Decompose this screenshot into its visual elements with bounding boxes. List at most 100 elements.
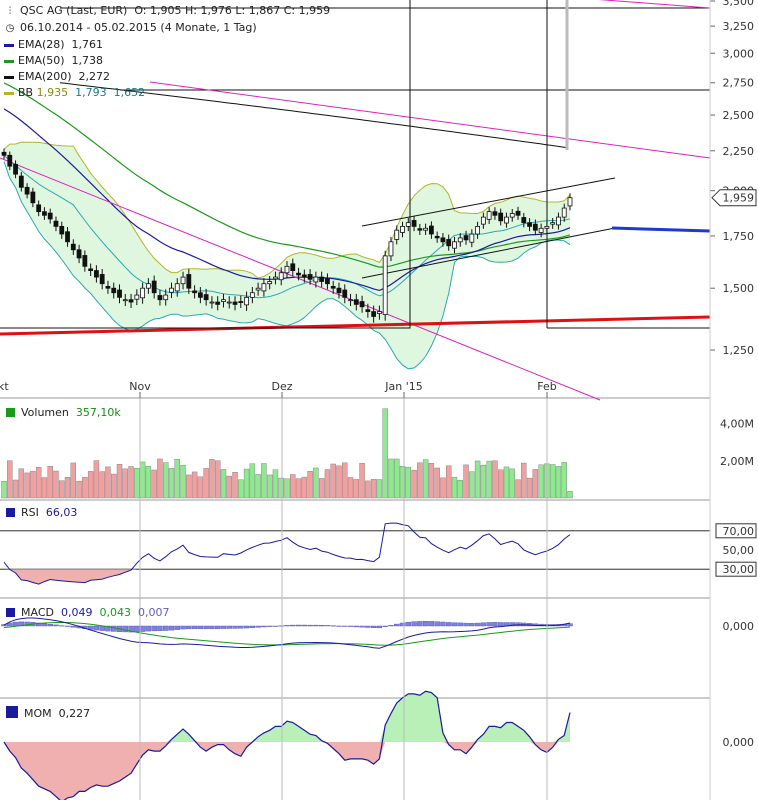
rsi-level-tag [715, 523, 757, 539]
volume-bar [469, 471, 475, 499]
macd-hist-bar [394, 623, 400, 627]
macd-hist-bar [307, 624, 313, 627]
candle-body [273, 276, 278, 280]
candle-body [486, 211, 492, 220]
macd-hist-bar [214, 625, 221, 629]
x-tick-label: Nov [129, 380, 151, 393]
candle-body [215, 301, 221, 305]
macd-hist-bar [567, 623, 573, 627]
price-tick-label: 2,750 [723, 77, 755, 90]
rsi-tick-label: 50,00 [723, 544, 755, 557]
volume-bar [255, 474, 261, 499]
candle-body [423, 227, 429, 231]
bb-swatch [4, 91, 14, 95]
candle-body [24, 186, 30, 195]
chart-title: QSC AG (Last, EUR) [20, 4, 128, 17]
macd-hist-bar [70, 625, 77, 628]
candle-body [388, 241, 394, 257]
macd-hist-bar [226, 625, 232, 629]
macd-hist-bar [411, 621, 417, 627]
macd-hist-bar [41, 623, 48, 627]
volume-bar [428, 462, 435, 499]
volume-bar [422, 459, 429, 499]
volume-bar [249, 463, 256, 499]
macd-signal-value: 0,043 [99, 606, 131, 619]
volume-bar [434, 467, 440, 499]
candle-body [53, 220, 59, 227]
volume-bar [70, 462, 77, 499]
candle-body [128, 299, 134, 303]
macd-hist-bar [428, 621, 435, 627]
mom-value: 0,227 [58, 707, 91, 720]
volume-bar [318, 478, 325, 499]
volume-bar [497, 469, 504, 499]
volume-bar [186, 474, 192, 499]
candle-body [174, 283, 180, 292]
candle-body [232, 301, 238, 305]
macd-hist-bar [515, 622, 521, 627]
candle-body [7, 154, 13, 167]
macd-hist-bar [209, 625, 215, 629]
volume-bar [168, 468, 175, 499]
macd-hist-bar [87, 625, 94, 630]
macd-hist-bar [7, 622, 13, 627]
ema50-value: 1,738 [71, 54, 104, 67]
ema200-value: 2,272 [78, 70, 111, 83]
volume-swatch [6, 408, 15, 417]
macd-signal-line [3, 621, 571, 646]
macd-hist-bar [440, 621, 446, 627]
macd-hist-bar [474, 622, 481, 627]
volume-bar [480, 464, 487, 499]
macd-hist-value: 0,007 [137, 606, 170, 619]
volume-bar [295, 478, 302, 499]
volume-bar [220, 469, 227, 499]
candle-body [192, 290, 197, 294]
legend-ema50[interactable]: EMA(50) 1,738 [4, 53, 330, 69]
macd-hist-bar [417, 621, 423, 627]
candle-body [504, 216, 509, 224]
volume-bar [417, 462, 423, 499]
candle-body [94, 270, 99, 278]
candle-body [105, 285, 111, 289]
macd-hist-bar [370, 625, 377, 628]
legend-ema200[interactable]: EMA(200) 2,272 [4, 69, 330, 85]
candle-body [515, 210, 521, 216]
candle-body [249, 292, 255, 298]
volume-bar [53, 470, 59, 499]
ema200-swatch [4, 75, 14, 79]
macd-hist-bar [243, 625, 250, 629]
macd-hist-bar [382, 625, 388, 627]
volume-bar [463, 464, 469, 499]
price-tick-label: 1,750 [723, 230, 755, 243]
mom-legend: MOM 0,227 [6, 706, 90, 720]
rsi-value: 66,03 [45, 506, 78, 519]
volume-bar [272, 469, 279, 499]
bollinger-band-fill [4, 142, 570, 369]
ohlc-readout: O: 1,905 H: 1,976 L: 1,867 C: 1,959 [134, 4, 331, 17]
candle-body [307, 274, 313, 280]
legend-bb[interactable]: BB 1,935 1,793 1,652 [4, 85, 330, 101]
bb-label: BB [18, 86, 34, 99]
macd-panel [0, 617, 710, 699]
ema50-label: EMA(50) [18, 54, 65, 67]
volume-bar [411, 470, 417, 499]
macd-hist-bar [151, 625, 157, 632]
rsi-tick-label: 30,00 [723, 563, 755, 576]
volume-bar [353, 479, 360, 499]
macd-hist-bar [145, 625, 152, 632]
candle-body [140, 287, 146, 299]
candle-body [301, 274, 307, 278]
volume-bar [301, 476, 308, 499]
macd-hist-bar [336, 625, 342, 627]
title-row: ⫶ QSC AG (Last, EUR) O: 1,905 H: 1,976 L:… [4, 3, 330, 20]
macd-hist-bar [238, 625, 244, 629]
candle-body [145, 283, 151, 289]
candle-body [353, 299, 359, 305]
candle-body [342, 289, 348, 298]
volume-bar [446, 465, 452, 499]
candle-body [492, 211, 498, 216]
macd-hist-bar [509, 622, 515, 627]
volume-bar [313, 467, 319, 499]
legend-ema28[interactable]: EMA(28) 1,761 [4, 37, 330, 53]
candle-body [538, 227, 544, 233]
